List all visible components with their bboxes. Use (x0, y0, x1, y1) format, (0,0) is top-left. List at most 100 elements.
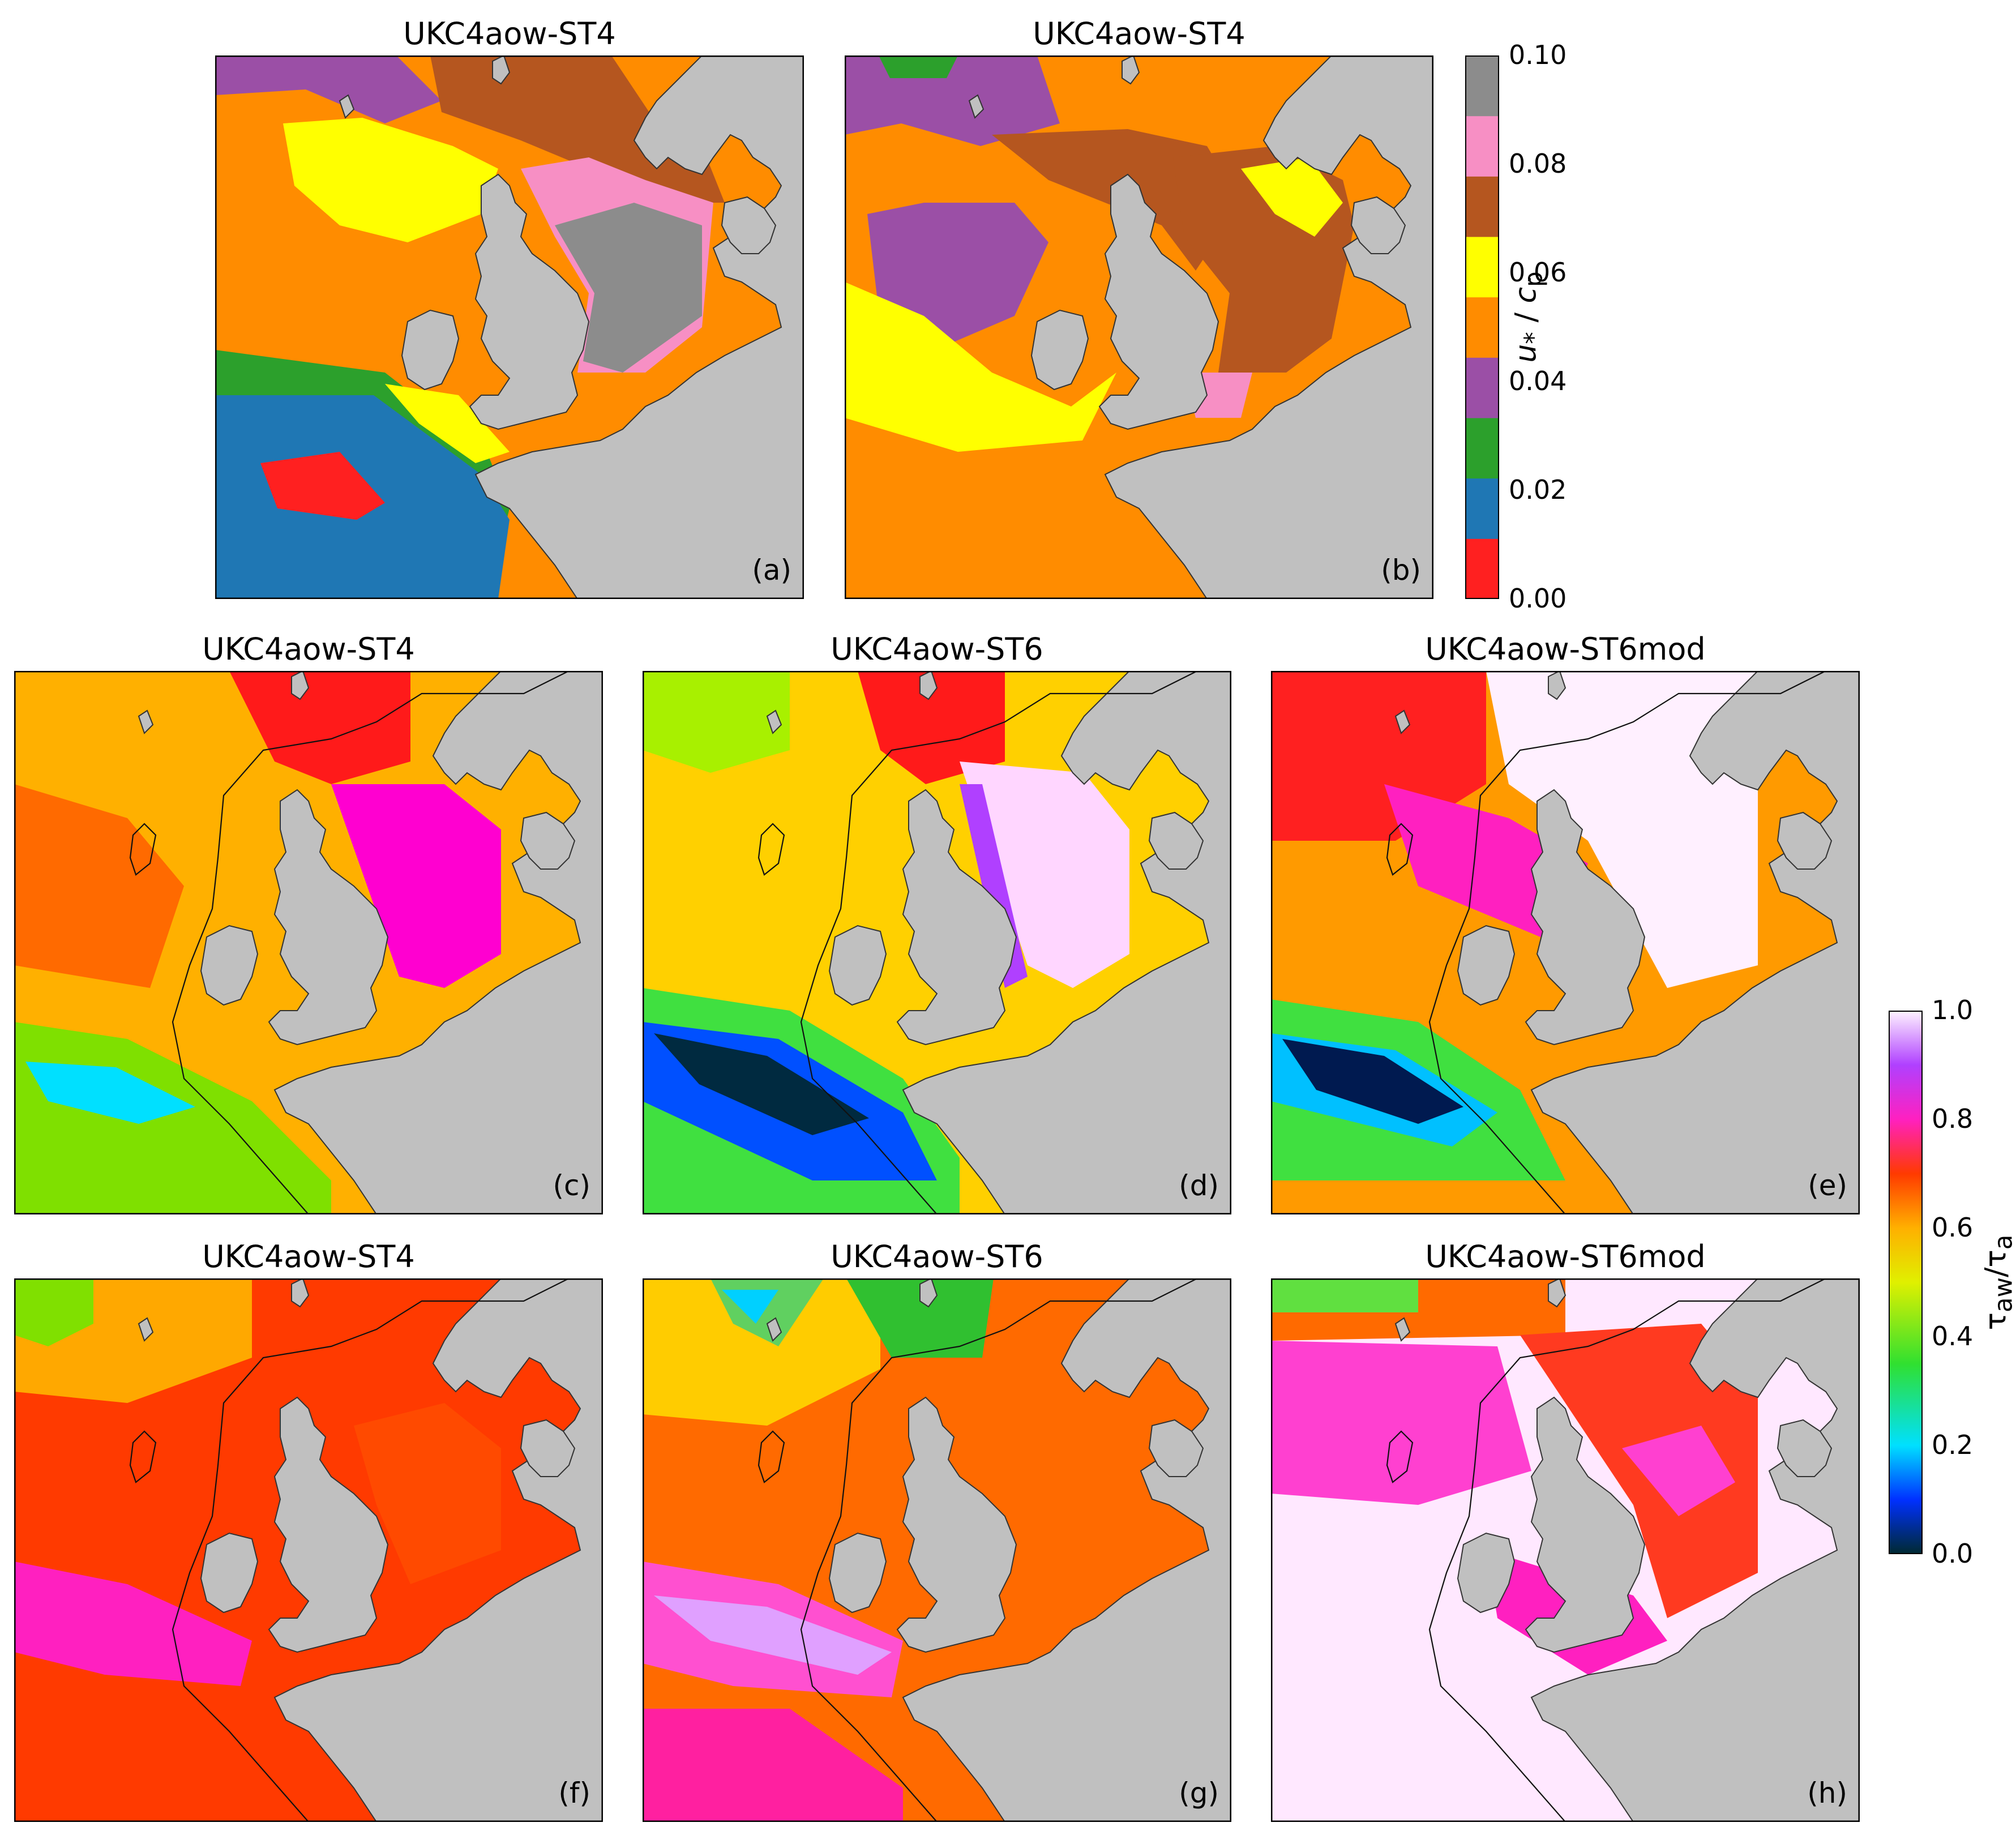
land-denmark (1350, 196, 1406, 254)
colorbar-tick-label: 0.10 (1509, 40, 1567, 70)
colorbar-tick-label: 1.0 (1932, 995, 1974, 1025)
colorbar-tick-label: 0.8 (1932, 1103, 1974, 1134)
land-britain (268, 789, 389, 1046)
panel-c: UKC4aow-ST4 (c) (14, 631, 603, 1214)
land-denmark (1777, 1419, 1833, 1477)
map-c (14, 671, 603, 1214)
land-denmark (1148, 811, 1204, 870)
field-yellow (643, 1278, 880, 1426)
land-ireland (1457, 1532, 1516, 1614)
map-h (1271, 1278, 1860, 1822)
panel-e: UKC4aow-ST6mod (e) (1271, 631, 1860, 1214)
land-britain (268, 1396, 389, 1653)
land-britain (896, 1396, 1017, 1653)
field-red (858, 671, 1005, 784)
land-faroe (138, 709, 154, 734)
land-britain (1525, 1396, 1646, 1653)
land-faroe (138, 1317, 154, 1342)
map-e (1271, 671, 1860, 1214)
field-yellow (845, 282, 1116, 452)
colorbar-discrete (1465, 55, 1499, 599)
panel-title: UKC4aow-ST6 (831, 1239, 1043, 1274)
field-red (229, 671, 410, 784)
colorbar-tick-label: 0.00 (1509, 583, 1567, 614)
field-yellow-2 (385, 384, 510, 463)
colorbar-tick-label: 0.6 (1932, 1212, 1974, 1243)
land-faroe (339, 94, 355, 119)
colorbar-swatch (1465, 55, 1499, 117)
map-b (845, 55, 1433, 599)
map-g (643, 1278, 1231, 1822)
panel-label: (d) (1179, 1169, 1219, 1202)
land-britain (1525, 789, 1646, 1046)
field-cyan (25, 1062, 195, 1124)
panel-label: (e) (1808, 1169, 1847, 1202)
map-frame (1271, 671, 1860, 1214)
field-green-2 (846, 1278, 994, 1358)
land-ireland (828, 925, 887, 1006)
shelf-contour (1428, 671, 1826, 1214)
land-britain (1098, 173, 1219, 430)
land-faroe (1394, 1317, 1411, 1342)
land-ireland (1030, 309, 1089, 391)
land-europe (1104, 55, 1433, 599)
field-pale (960, 762, 1129, 988)
field-brown (430, 55, 725, 203)
bank-contour (129, 1430, 157, 1483)
land-faroe (766, 709, 782, 734)
land-europe (273, 671, 603, 1214)
panel-a: UKC4aow-ST4 (a) (215, 16, 804, 599)
field-green (14, 1278, 93, 1346)
shelf-contour (172, 1278, 570, 1822)
panel-title: UKC4aow-ST6 (831, 631, 1043, 667)
map-frame (643, 1278, 1231, 1822)
colorbar-swatch (1465, 478, 1499, 539)
map-a (215, 55, 804, 599)
panel-title: UKC4aow-ST4 (403, 16, 616, 52)
map-d (643, 671, 1231, 1214)
map-frame (215, 55, 804, 599)
land-ireland (401, 309, 460, 391)
colorbar-swatch (1465, 357, 1499, 418)
map-frame (14, 671, 603, 1214)
panel-f: UKC4aow-ST4 (f) (14, 1239, 603, 1822)
map-frame (845, 55, 1433, 599)
colorbar-tick-label: 0.4 (1932, 1321, 1974, 1351)
colorbar-swatch (1465, 176, 1499, 237)
bank-contour (757, 823, 785, 876)
shelf-contour (1428, 1278, 1826, 1822)
field-red (354, 1403, 501, 1584)
colorbar-swatch (1465, 297, 1499, 358)
field-green (879, 55, 958, 78)
land-denmark (721, 196, 777, 254)
panel-label: (a) (752, 554, 791, 587)
bank-contour (1386, 1430, 1414, 1483)
bank-contour (757, 1430, 785, 1483)
land-europe (902, 1278, 1231, 1822)
panel-title: UKC4aow-ST4 (1033, 16, 1245, 52)
land-ireland (200, 1532, 259, 1614)
land-europe (1530, 1278, 1860, 1822)
field-orange (14, 784, 184, 988)
field-green (1271, 1278, 1418, 1312)
field-magenta-2 (1622, 1426, 1735, 1516)
shelf-contour (800, 671, 1198, 1214)
panel-title: UKC4aow-ST6mod (1425, 631, 1706, 667)
map-frame (14, 1278, 603, 1822)
field-cyan (722, 1290, 778, 1324)
field-red (260, 452, 385, 520)
colorbar-swatch (1465, 418, 1499, 479)
colorbar-gradient (1889, 1011, 1923, 1554)
colorbar-continuous-label: τaw/τa (1979, 1234, 2016, 1331)
field-dark (1282, 1039, 1463, 1124)
colorbar-frame (1889, 1011, 1923, 1554)
colorbar-tick-label: 0.2 (1932, 1430, 1974, 1460)
panel-b: UKC4aow-ST4 (b) (845, 16, 1433, 599)
colorbar-swatch (1465, 115, 1499, 177)
bank-contour (129, 823, 157, 876)
colorbar-discrete-label: u* / cp (1509, 271, 1548, 363)
field-red (1520, 1324, 1758, 1618)
panel-label: (b) (1381, 554, 1421, 587)
field-lilac (654, 1595, 892, 1675)
panel-label: (f) (558, 1777, 590, 1809)
